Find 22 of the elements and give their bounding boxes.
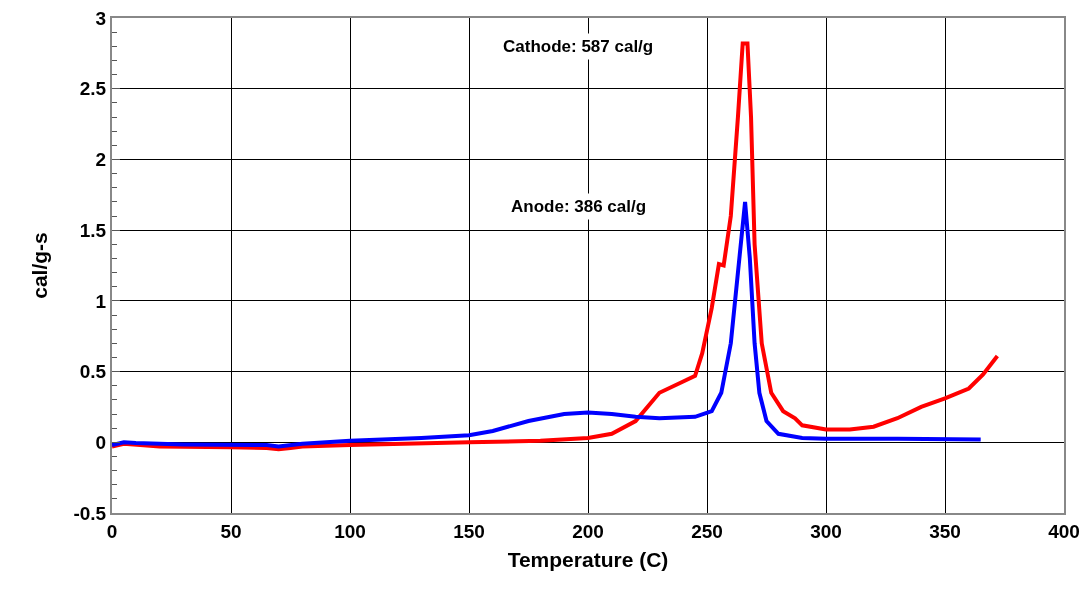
y-tick-label: 1.5 xyxy=(79,219,107,241)
y-tick-label: 2.5 xyxy=(79,78,107,100)
y-tick-label: 3 xyxy=(95,7,107,29)
y-tick-label: 1 xyxy=(95,290,107,312)
annotation: Cathode: 587 cal/g xyxy=(503,37,654,56)
x-tick-label: 100 xyxy=(334,520,366,542)
x-tick-label: 350 xyxy=(929,520,961,542)
x-tick-label: 250 xyxy=(691,520,723,542)
x-tick-label: 150 xyxy=(453,520,485,542)
x-tick-label: 200 xyxy=(572,520,604,542)
y-axis-title: cal/g-s xyxy=(28,232,52,299)
y-tick-label: 0 xyxy=(95,431,107,453)
y-tick-label: -0.5 xyxy=(73,502,107,524)
line-series xyxy=(112,199,983,449)
x-tick-label: 400 xyxy=(1048,520,1080,542)
x-axis-title: Temperature (C) xyxy=(507,548,669,572)
x-tick-label: 300 xyxy=(810,520,842,542)
y-tick-label: 2 xyxy=(95,149,107,171)
line-series xyxy=(112,41,1000,452)
x-tick-label: 50 xyxy=(220,520,242,542)
annotation: Anode: 386 cal/g xyxy=(511,197,647,216)
y-tick-label: 0.5 xyxy=(79,361,107,383)
